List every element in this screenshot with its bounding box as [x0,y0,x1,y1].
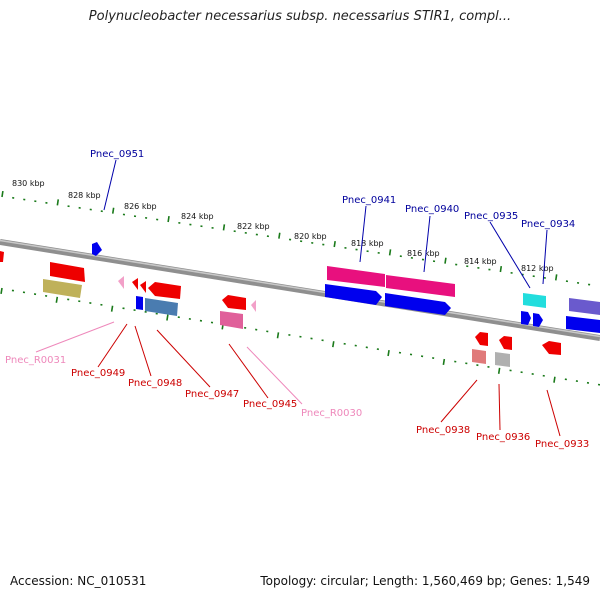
gene-feature [0,251,4,262]
major-tick [1,190,4,198]
gene-label-0935: Pnec_0935 [464,211,518,222]
minus-gene-labels[interactable]: Pnec_R0031 Pnec_0949 Pnec_0948 Pnec_0947… [5,355,589,450]
major-tick [444,257,447,264]
gene-feature [50,262,85,282]
scale-label-816: 816 kbp [407,249,440,258]
gene-feature [251,300,256,312]
plus-gene-labels[interactable]: Pnec_0951 Pnec_0941 Pnec_0940 Pnec_0935 … [90,149,575,230]
gene-feature [43,279,82,298]
gene-label-0936: Pnec_0936 [476,432,530,443]
major-tick [442,358,446,366]
gene-feature [325,284,382,305]
gene-feature [222,295,246,310]
gene-label-0947: Pnec_0947 [185,389,239,400]
gene-label-R0030: Pnec_R0030 [301,408,362,419]
major-tick [332,341,335,348]
gene-label-0933: Pnec_0933 [535,439,589,450]
scale-label-818: 818 kbp [351,239,384,248]
scale-labels: 830 kbp 828 kbp 826 kbp 824 kbp 822 kbp … [12,179,554,273]
major-tick [553,376,556,383]
major-tick [554,274,558,281]
map-title: Polynucleobacter necessarius subsp. nece… [88,9,512,24]
gene-feature [499,336,512,350]
gene-label-0948: Pnec_0948 [128,378,182,389]
gene-label-0951: Pnec_0951 [90,149,144,160]
gene-feature [523,293,546,308]
scale-label-826: 826 kbp [124,202,157,211]
gene-feature [472,349,486,364]
gene-feature [220,311,243,329]
gene-feature [569,298,600,315]
scale-label-830: 830 kbp [12,179,45,188]
gene-label-0934: Pnec_0934 [521,219,575,230]
gene-feature [542,341,561,355]
gene-feature [145,298,178,316]
major-tick [497,367,501,374]
gene-feature [533,313,543,327]
major-tick [167,215,170,223]
scale-label-824: 824 kbp [181,212,214,221]
major-tick [166,314,169,321]
gene-label-0949: Pnec_0949 [71,368,125,379]
gene-feature [148,282,181,299]
accession-text: Accession: NC_010531 [10,574,147,588]
scale-label-814: 814 kbp [464,257,497,266]
major-tick [333,240,336,248]
minus-strand-features[interactable] [43,276,561,367]
gene-label-0938: Pnec_0938 [416,425,470,436]
scale-label-820: 820 kbp [294,232,327,241]
major-tick [388,249,392,256]
scale-label-828: 828 kbp [68,191,101,200]
backbone [0,239,600,341]
lower-tick-track [0,287,600,386]
major-tick [111,207,115,214]
gene-label-R0031: Pnec_R0031 [5,355,66,366]
topology-summary: Topology: circular; Length: 1,560,469 bp… [260,574,590,588]
major-tick [276,332,280,339]
gene-label-0940: Pnec_0940 [405,204,459,215]
gene-feature [132,278,138,290]
gene-feature [118,276,124,289]
plus-strand-features[interactable] [0,242,600,333]
major-tick [387,350,390,357]
major-tick [110,305,114,312]
gene-feature [136,296,143,310]
major-tick [56,199,60,206]
gene-feature [475,332,488,346]
gene-feature [140,281,146,293]
gene-label-0941: Pnec_0941 [342,195,396,206]
major-tick [222,224,226,231]
scale-label-812: 812 kbp [521,264,554,273]
major-tick [499,265,503,273]
gene-feature [386,275,455,297]
gene-label-0945: Pnec_0945 [243,399,297,410]
gene-feature [92,242,102,256]
gene-feature [566,316,600,333]
gene-feature [385,293,451,315]
upper-tick-track [1,190,591,286]
gene-feature [327,266,385,287]
major-tick [0,287,3,295]
gene-feature [495,352,510,367]
scale-label-822: 822 kbp [237,222,270,231]
gene-feature [521,311,531,325]
major-tick [55,296,59,303]
major-tick [278,232,281,239]
leader-lines [35,159,561,437]
